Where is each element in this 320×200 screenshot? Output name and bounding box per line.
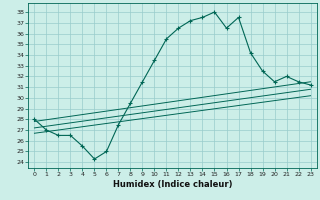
X-axis label: Humidex (Indice chaleur): Humidex (Indice chaleur): [113, 180, 232, 189]
